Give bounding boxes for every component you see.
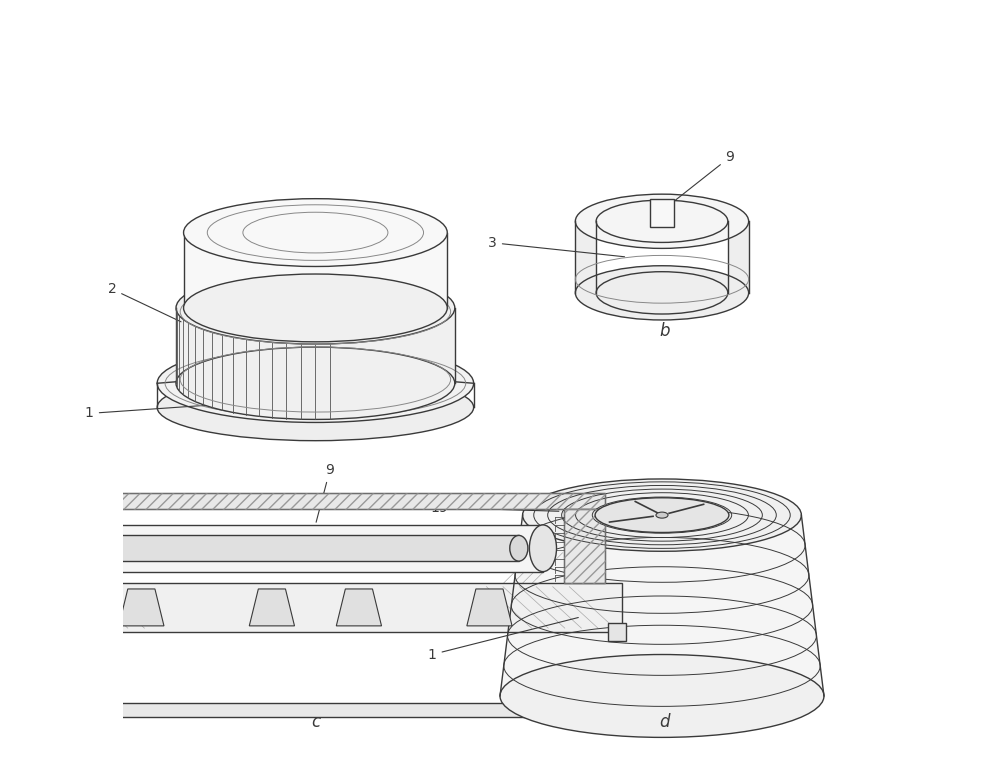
- Ellipse shape: [656, 512, 668, 518]
- Ellipse shape: [176, 347, 455, 420]
- Text: 3: 3: [488, 236, 625, 257]
- Bar: [112, 535, 519, 561]
- Bar: [5, 704, 626, 717]
- Text: 1: 1: [0, 758, 1, 759]
- Ellipse shape: [157, 374, 474, 441]
- Ellipse shape: [184, 274, 447, 342]
- Text: a: a: [310, 367, 321, 385]
- Polygon shape: [575, 222, 596, 293]
- Bar: [25, 509, 67, 583]
- Polygon shape: [728, 222, 749, 293]
- Polygon shape: [184, 232, 447, 308]
- Text: 2: 2: [108, 282, 181, 322]
- Ellipse shape: [523, 479, 801, 551]
- Ellipse shape: [176, 272, 455, 344]
- Ellipse shape: [184, 199, 447, 266]
- Text: 2: 2: [0, 758, 1, 759]
- Text: 9: 9: [316, 463, 334, 522]
- Text: 19: 19: [431, 501, 559, 515]
- Polygon shape: [249, 589, 294, 626]
- Polygon shape: [467, 589, 512, 626]
- Bar: [608, 623, 626, 641]
- Bar: [9, 583, 622, 632]
- Text: 9: 9: [660, 150, 734, 212]
- Polygon shape: [336, 589, 382, 626]
- Bar: [25, 509, 67, 583]
- Ellipse shape: [74, 525, 101, 572]
- Text: 1: 1: [85, 402, 249, 420]
- Bar: [25, 493, 605, 509]
- Ellipse shape: [500, 654, 824, 738]
- Bar: [650, 199, 674, 227]
- Text: 3: 3: [0, 758, 1, 759]
- Text: c: c: [311, 713, 320, 732]
- Bar: [25, 493, 605, 509]
- Ellipse shape: [575, 194, 749, 248]
- Ellipse shape: [575, 266, 749, 320]
- Ellipse shape: [529, 525, 557, 572]
- Ellipse shape: [595, 498, 729, 533]
- Text: b: b: [659, 322, 670, 339]
- Bar: [88, 525, 543, 572]
- Bar: [5, 623, 23, 641]
- Bar: [564, 509, 605, 583]
- Text: 1: 1: [428, 618, 578, 662]
- Polygon shape: [176, 308, 455, 383]
- Bar: [564, 509, 605, 583]
- Text: d: d: [659, 713, 670, 732]
- Ellipse shape: [157, 344, 474, 423]
- Polygon shape: [119, 589, 164, 626]
- Polygon shape: [500, 515, 824, 696]
- Ellipse shape: [510, 535, 528, 561]
- Ellipse shape: [103, 535, 121, 561]
